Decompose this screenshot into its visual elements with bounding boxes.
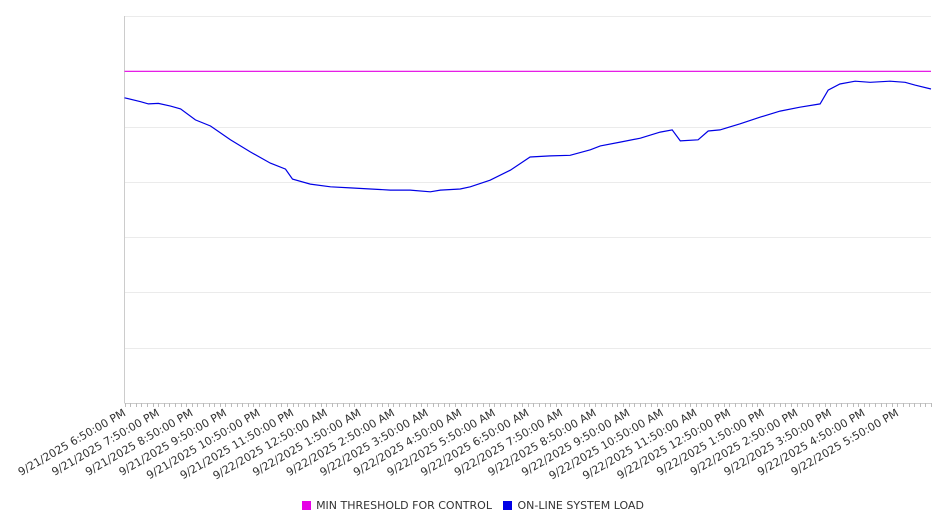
series-lines [124, 70, 932, 193]
x-axis-ticks [125, 403, 932, 407]
legend-label: ON-LINE SYSTEM LOAD [517, 499, 644, 512]
legend: MIN THRESHOLD FOR CONTROL ON-LINE SYSTEM… [0, 499, 946, 512]
legend-swatch [503, 501, 513, 510]
legend-item-threshold[interactable]: MIN THRESHOLD FOR CONTROL [302, 499, 492, 512]
legend-item-load[interactable]: ON-LINE SYSTEM LOAD [503, 499, 644, 512]
gridlines [124, 16, 931, 404]
x-axis-labels: 9/21/2025 6:50:00 PM9/21/2025 7:50:00 PM… [16, 406, 901, 482]
legend-swatch [302, 501, 312, 510]
legend-label: MIN THRESHOLD FOR CONTROL [316, 499, 492, 512]
system-load-line [124, 80, 932, 193]
